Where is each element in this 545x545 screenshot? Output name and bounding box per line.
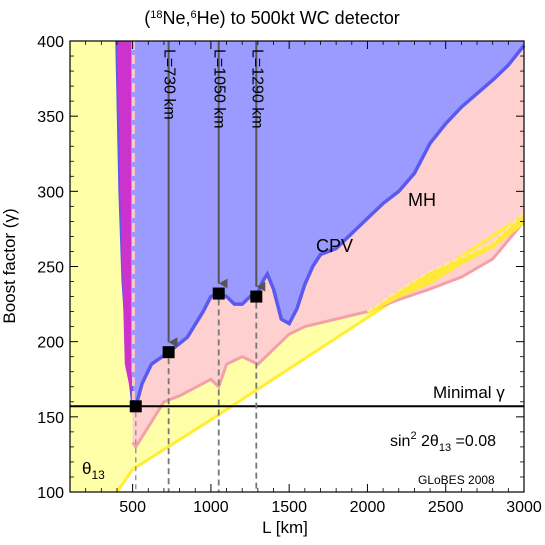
mh-region-label: MH bbox=[408, 190, 436, 210]
y-tick-label-2: 200 bbox=[37, 335, 64, 352]
y-tick-label-0: 100 bbox=[37, 485, 64, 502]
cpv-boundary bbox=[115, 40, 526, 411]
mh-boundary bbox=[131, 220, 526, 450]
x-tick-label-2: 1500 bbox=[271, 499, 307, 516]
baseline-label-2: L=1290 km bbox=[248, 49, 265, 129]
minimal-gamma-label: Minimal γ bbox=[433, 383, 505, 402]
theta13-region-label: θ13 bbox=[82, 459, 105, 482]
y-axis-label: Boost factor (γ) bbox=[0, 208, 19, 323]
overlays: L=730 km L=1050 km L=1290 km bbox=[70, 41, 524, 492]
globes-credit: GLoBES 2008 bbox=[418, 473, 495, 487]
chart-title: (18Ne,6He) to 500kt WC detector bbox=[144, 8, 399, 28]
y-tick-label-5: 350 bbox=[37, 109, 64, 126]
baseline-point-2 bbox=[250, 290, 263, 303]
baseline-point-0 bbox=[162, 346, 175, 359]
axis-ticks: 500 1000 1500 2000 2500 3000 100 150 200 250 300 35… bbox=[37, 34, 542, 516]
x-tick-label-3: 2000 bbox=[350, 499, 386, 516]
x-tick-label-5: 3000 bbox=[506, 499, 542, 516]
y-tick-label-4: 300 bbox=[37, 184, 64, 201]
gold-dashed-edge bbox=[366, 211, 525, 313]
regions bbox=[70, 40, 526, 493]
cpv-region-label: CPV bbox=[316, 236, 353, 256]
x-tick-label-4: 2500 bbox=[428, 499, 464, 516]
baseline-point-1 bbox=[212, 287, 225, 300]
y-tick-label-3: 250 bbox=[37, 260, 64, 277]
x-tick-label-1: 1000 bbox=[193, 499, 229, 516]
x-axis-label: L [km] bbox=[262, 518, 308, 537]
gold-region bbox=[367, 212, 524, 315]
sin2-theta13-annotation: sin2 2θ13 =0.08 bbox=[390, 430, 496, 454]
baseline-label-0: L=730 km bbox=[161, 49, 178, 120]
baseline-label-1: L=1050 km bbox=[211, 49, 228, 129]
min-gamma-point bbox=[129, 400, 142, 413]
y-tick-label-6: 400 bbox=[37, 34, 64, 51]
y-tick-label-1: 150 bbox=[37, 410, 64, 427]
magenta-region bbox=[117, 41, 132, 395]
x-tick-label-0: 500 bbox=[119, 499, 146, 516]
